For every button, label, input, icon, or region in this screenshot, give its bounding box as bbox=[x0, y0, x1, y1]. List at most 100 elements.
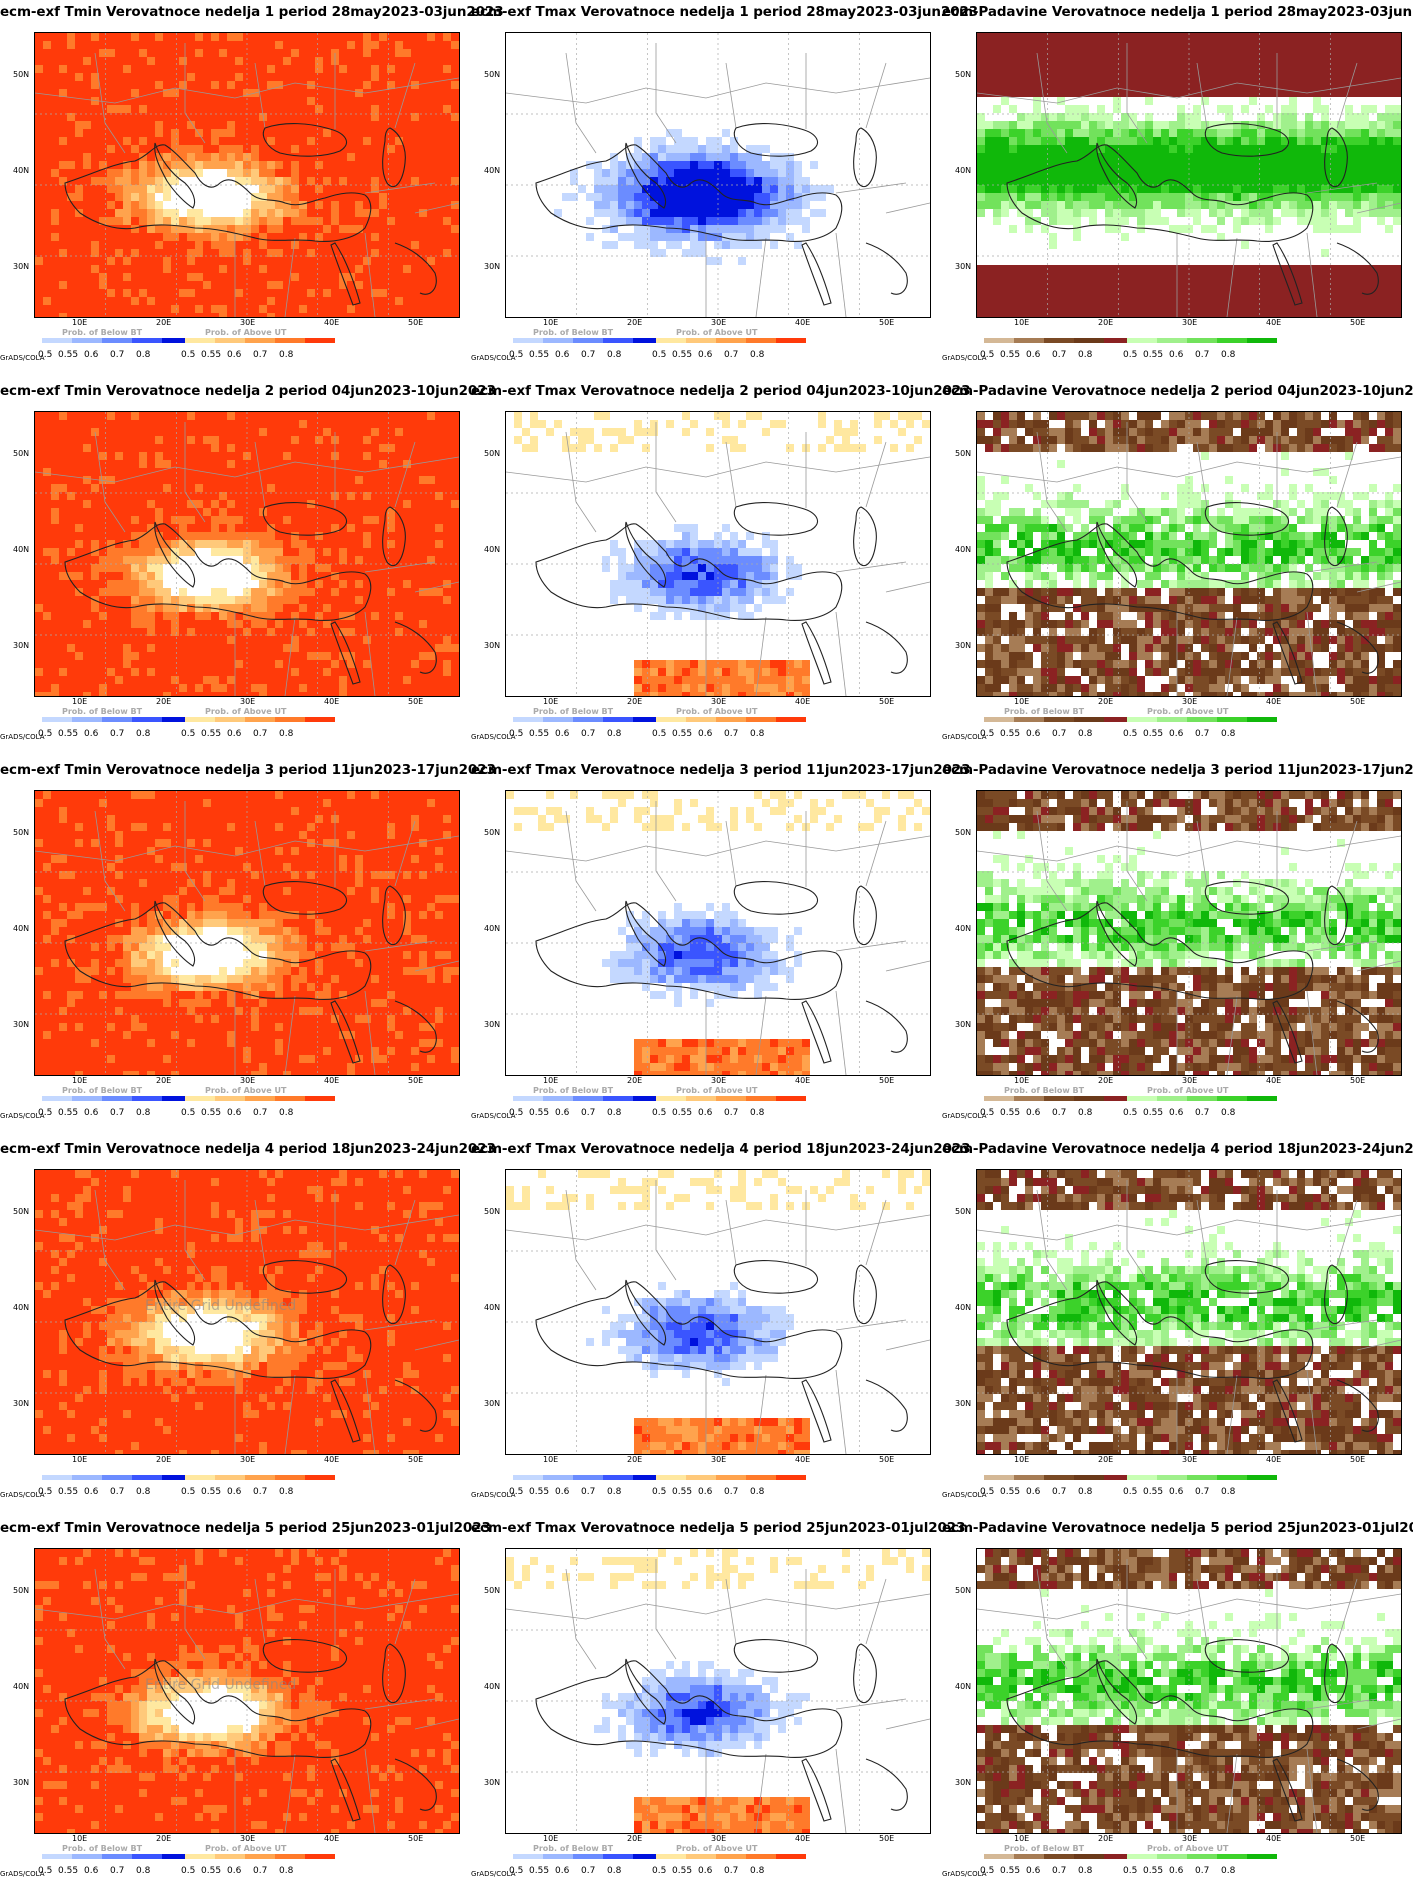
legend-below: Prob. of Below BT 0.5 0.55 0.6 0.7 0.8 bbox=[980, 1086, 1134, 1118]
lon-label: 30E bbox=[711, 697, 727, 706]
legend-tick: 0.8 bbox=[1078, 729, 1093, 739]
grads-credit: GrADS/COLA bbox=[0, 1112, 45, 1120]
lon-label: 40E bbox=[795, 1834, 811, 1843]
legend-tick: 0.55 bbox=[58, 1487, 79, 1497]
lat-label: 50N bbox=[955, 1207, 972, 1216]
legend-above: Prob. of Above UT 0.5 0.55 0.6 0.7 0.8 bbox=[652, 1844, 806, 1876]
legend-tick: 0.55 bbox=[672, 350, 693, 360]
legend-tick: 0.55 bbox=[1000, 729, 1021, 739]
legend-tick: 0.6 bbox=[227, 1108, 242, 1118]
lon-label: 30E bbox=[1182, 1834, 1198, 1843]
legend-title: Prob. of Above UT bbox=[1147, 707, 1229, 716]
legend-ticks: 0.5 0.55 0.6 0.7 0.8 bbox=[181, 729, 305, 739]
legend-tick: 0.8 bbox=[279, 729, 294, 739]
lon-label: 40E bbox=[324, 1455, 340, 1464]
grads-credit: GrADS/COLA bbox=[471, 1870, 516, 1878]
lon-label: 30E bbox=[711, 318, 727, 327]
lon-label: 10E bbox=[1014, 1455, 1030, 1464]
lat-label: 30N bbox=[484, 641, 501, 650]
lat-label: 50N bbox=[484, 70, 501, 79]
legend-tick: 0.6 bbox=[84, 1108, 99, 1118]
lon-label: 30E bbox=[1182, 697, 1198, 706]
lat-label: 30N bbox=[13, 641, 30, 650]
legend-tick: 0.7 bbox=[1195, 729, 1210, 739]
lon-label: 20E bbox=[156, 318, 172, 327]
legend-tick: 0.7 bbox=[110, 729, 125, 739]
legend-title: Prob. of Below BT bbox=[1004, 1844, 1085, 1853]
lon-label: 20E bbox=[627, 1834, 643, 1843]
grads-credit: GrADS/COLA bbox=[471, 1491, 516, 1499]
lon-label: 30E bbox=[711, 1834, 727, 1843]
lon-label: 30E bbox=[1182, 1076, 1198, 1085]
lat-label: 30N bbox=[955, 1778, 972, 1787]
legend-tick: 0.8 bbox=[750, 1866, 765, 1876]
legend-ticks: 0.5 0.55 0.6 0.7 0.8 bbox=[652, 1108, 776, 1118]
legend-tick: 0.8 bbox=[279, 1108, 294, 1118]
legend-tick: 0.5 bbox=[1123, 1108, 1138, 1118]
legend-tick: 0.5 bbox=[1123, 729, 1138, 739]
map-panel: ecm-Padavine Verovatnoce nedelja 1 perio… bbox=[942, 0, 1413, 379]
lon-label: 40E bbox=[1266, 1834, 1282, 1843]
legend-tick: 0.6 bbox=[84, 350, 99, 360]
legend-tick: 0.8 bbox=[1078, 1108, 1093, 1118]
lon-label: 20E bbox=[156, 1834, 172, 1843]
legend-tick: 0.55 bbox=[58, 350, 79, 360]
lon-label: 20E bbox=[156, 1076, 172, 1085]
legend-below: Prob. of Below BT 0.5 0.55 0.6 0.7 0.8 bbox=[980, 707, 1134, 739]
legend-tick: 0.8 bbox=[1078, 1487, 1093, 1497]
legend-tick: 0.8 bbox=[607, 1487, 622, 1497]
panel-title: ecm-exf Tmin Verovatnoce nedelja 3 perio… bbox=[0, 762, 496, 778]
legend-tick: 0.55 bbox=[1143, 1866, 1164, 1876]
lon-label: 10E bbox=[72, 1455, 88, 1464]
legend-colorbar bbox=[1127, 1854, 1277, 1859]
legend-title: Prob. of Below BT bbox=[1004, 1086, 1085, 1095]
legend-ticks: 0.5 0.55 0.6 0.7 0.8 bbox=[980, 1487, 1104, 1497]
grads-credit: GrADS/COLA bbox=[471, 354, 516, 362]
lat-label: 50N bbox=[13, 1207, 30, 1216]
legend: GrADS/COLA Prob. of Below BT 0.5 0.55 0.6 0.7… bbox=[942, 1084, 1413, 1136]
grads-credit: GrADS/COLA bbox=[0, 733, 45, 741]
legend-colorbar bbox=[185, 717, 335, 722]
legend-colorbar bbox=[1127, 717, 1277, 722]
legend-above: Prob. of Above UT 0.5 0.55 0.6 0.7 0.8 bbox=[1123, 707, 1277, 739]
legend-tick: 0.5 bbox=[181, 1108, 196, 1118]
legend-tick: 0.6 bbox=[227, 1866, 242, 1876]
legend-tick: 0.8 bbox=[750, 350, 765, 360]
lat-label: 50N bbox=[955, 1586, 972, 1595]
legend-ticks: 0.5 0.55 0.6 0.7 0.8 bbox=[181, 1108, 305, 1118]
legend-title: Prob. of Below BT bbox=[62, 328, 143, 337]
legend-tick: 0.55 bbox=[672, 1108, 693, 1118]
legend-colorbar bbox=[656, 338, 806, 343]
legend-tick: 0.5 bbox=[980, 729, 995, 739]
legend-tick: 0.8 bbox=[607, 729, 622, 739]
legend-tick: 0.5 bbox=[181, 1487, 196, 1497]
grads-credit: GrADS/COLA bbox=[942, 1870, 987, 1878]
legend-title: Prob. of Above UT bbox=[205, 1844, 287, 1853]
legend-colorbar bbox=[42, 338, 192, 343]
panel-title: ecm-exf Tmax Verovatnoce nedelja 3 perio… bbox=[471, 762, 971, 778]
legend-colorbar bbox=[1127, 1096, 1277, 1101]
lat-label: 50N bbox=[484, 1207, 501, 1216]
legend-tick: 0.7 bbox=[1195, 1108, 1210, 1118]
lon-label: 10E bbox=[543, 1455, 559, 1464]
legend-tick: 0.6 bbox=[698, 1108, 713, 1118]
legend-tick: 0.6 bbox=[84, 1487, 99, 1497]
legend-above: Prob. of Above UT 0.5 0.55 0.6 0.7 0.8 bbox=[652, 328, 806, 360]
legend-ticks: 0.5 0.55 0.6 0.7 0.8 bbox=[1123, 729, 1247, 739]
legend: GrADS/COLA Prob. of Below BT 0.5 0.55 0.6 0.7… bbox=[942, 705, 1413, 757]
lat-label: 40N bbox=[955, 1682, 972, 1691]
panel-title: ecm-exf Tmin Verovatnoce nedelja 2 perio… bbox=[0, 383, 496, 399]
legend-tick: 0.55 bbox=[201, 350, 222, 360]
legend-tick: 0.8 bbox=[1221, 729, 1236, 739]
legend-tick: 0.5 bbox=[509, 350, 524, 360]
panel-title: ecm-Padavine Verovatnoce nedelja 2 perio… bbox=[942, 383, 1413, 399]
legend-tick: 0.6 bbox=[1026, 729, 1041, 739]
legend-below: Prob. of Below BT 0.5 0.55 0.6 0.7 0.8 bbox=[980, 1844, 1134, 1876]
lat-label: 50N bbox=[484, 1586, 501, 1595]
legend-ticks: 0.5 0.55 0.6 0.7 0.8 bbox=[980, 1108, 1104, 1118]
probability-map bbox=[976, 411, 1402, 697]
lon-label: 50E bbox=[408, 318, 424, 327]
lat-label: 50N bbox=[13, 449, 30, 458]
lon-label: 20E bbox=[627, 318, 643, 327]
legend-colorbar bbox=[984, 717, 1134, 722]
